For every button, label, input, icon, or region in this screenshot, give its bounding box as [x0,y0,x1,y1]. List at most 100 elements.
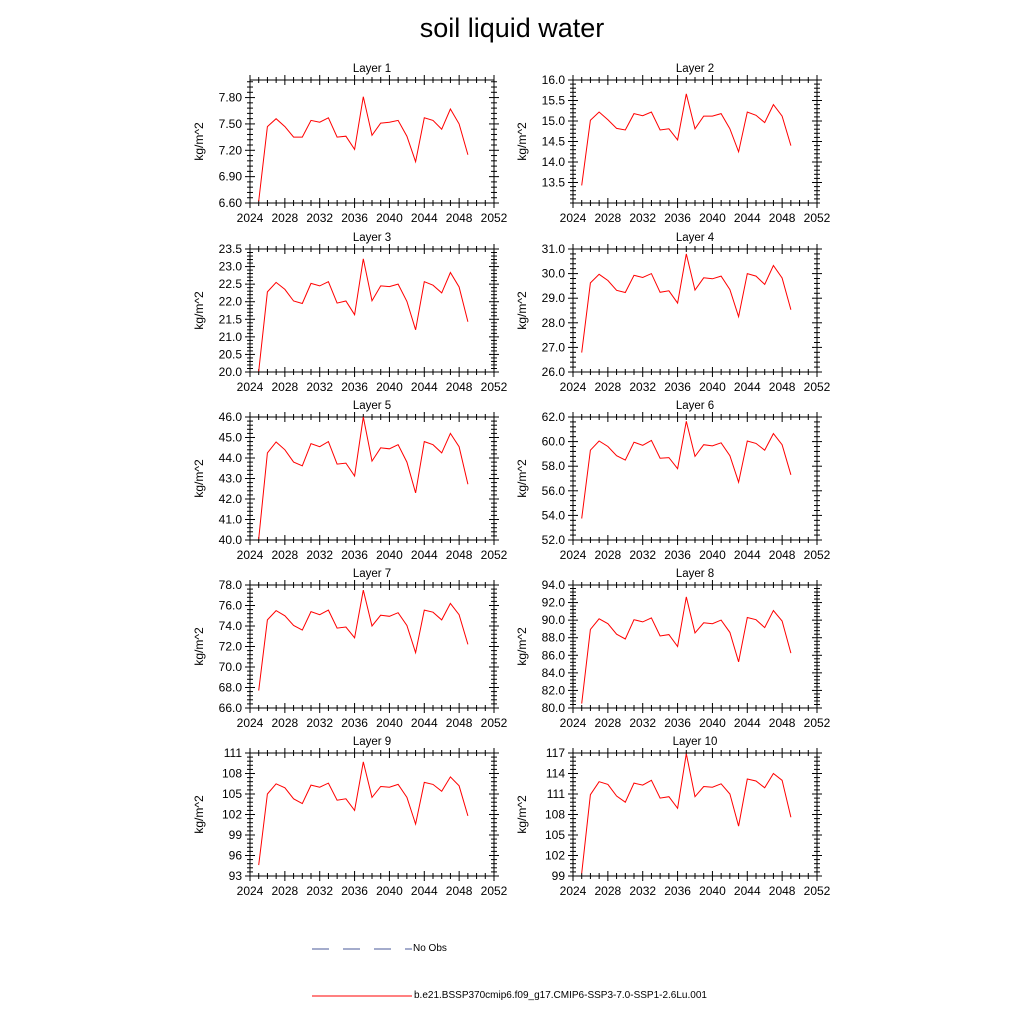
x-tick-label: 2028 [272,211,299,225]
y-tick-label: 70.0 [219,660,243,674]
x-tick-label: 2052 [804,884,831,898]
y-tick-label: 108 [545,808,565,822]
y-tick-label: 23.5 [219,242,243,256]
x-tick-label: 2040 [376,548,403,562]
x-tick-label: 2032 [306,211,333,225]
y-axis-label: kg/m^2 [192,795,206,834]
x-tick-label: 2024 [560,884,587,898]
x-tick-label: 2048 [446,716,473,730]
series-line [258,258,469,372]
x-tick-label: 2028 [595,380,622,394]
x-tick-label: 2032 [629,548,656,562]
series-line [258,416,469,540]
y-tick-label: 13.5 [542,176,566,190]
x-tick-label: 2052 [481,211,508,225]
x-tick-label: 2036 [341,548,368,562]
y-tick-label: 66.0 [219,701,243,715]
y-tick-label: 22.0 [219,295,243,309]
series-line [258,96,469,202]
panel-layer-4: Layer 4 2024 2028 2032 2036 2040 2044 2048 2052 2… [515,232,831,394]
plot-frame [249,416,495,541]
y-tick-label: 15.5 [542,94,566,108]
x-tick-label: 2032 [306,380,333,394]
x-tick-label: 2048 [769,211,796,225]
y-tick-label: 117 [546,746,565,760]
x-tick-label: 2024 [237,716,264,730]
y-tick-label: 54.0 [542,508,566,522]
x-tick-label: 2044 [734,884,761,898]
y-tick-label: 20.0 [219,365,243,379]
y-tick-label: 114 [546,767,565,781]
x-tick-label: 2032 [629,211,656,225]
y-tick-label: 60.0 [542,435,566,449]
x-tick-label: 2044 [411,716,438,730]
y-tick-label: 31.0 [542,242,566,256]
x-tick-label: 2052 [481,716,508,730]
y-axis-label: kg/m^2 [192,459,206,498]
y-tick-label: 46.0 [219,410,243,424]
x-tick-label: 2044 [734,211,761,225]
y-tick-label: 7.50 [219,117,243,131]
x-tick-label: 2024 [560,716,587,730]
panel-title: Layer 9 [353,736,391,748]
x-tick-label: 2036 [341,716,368,730]
panel-layer-8: Layer 8 2024 2028 2032 2036 2040 2044 2048 2052 8… [515,568,831,730]
y-tick-label: 7.20 [219,143,243,157]
series-line [258,761,469,866]
x-tick-label: 2048 [446,884,473,898]
y-tick-label: 42.0 [219,492,243,506]
x-tick-label: 2036 [664,884,691,898]
x-tick-label: 2040 [376,884,403,898]
y-tick-label: 7.80 [219,91,243,105]
y-tick-label: 90.0 [542,613,566,627]
y-tick-label: 23.0 [219,260,243,274]
series-line [581,421,792,519]
panel-title: Layer 4 [676,232,715,244]
y-tick-label: 72.0 [219,640,243,654]
x-tick-label: 2040 [699,211,726,225]
y-tick-label: 58.0 [542,459,566,473]
x-tick-label: 2032 [306,884,333,898]
y-tick-label: 52.0 [542,533,566,547]
panel-layer-2: Layer 2 2024 2028 2032 2036 2040 2044 2048 2052 1… [515,63,831,225]
y-tick-label: 105 [545,828,565,842]
y-tick-label: 40.0 [219,533,243,547]
y-tick-label: 93 [229,869,243,883]
plot-frame [572,752,818,877]
y-tick-label: 43.0 [219,472,243,486]
x-tick-label: 2040 [699,716,726,730]
panel-title: Layer 6 [676,400,714,412]
y-tick-label: 26.0 [542,365,566,379]
x-tick-label: 2028 [272,548,299,562]
plot-frame [249,584,495,709]
x-tick-label: 2028 [595,716,622,730]
plot-frame [249,248,495,373]
y-tick-label: 92.0 [542,596,566,610]
legend-model-label: b.e21.BSSP370cmip6.f09_g17.CMIP6-SSP3-7.… [414,990,707,1001]
panel-layer-10: Layer 10 2024 2028 2032 2036 2040 2044 2048 2052… [515,736,831,898]
x-tick-label: 2044 [411,380,438,394]
x-tick-label: 2032 [629,380,656,394]
series-line [581,596,792,704]
y-tick-label: 111 [224,746,243,760]
y-axis-label: kg/m^2 [515,291,529,330]
x-tick-label: 2052 [804,211,831,225]
x-tick-label: 2040 [376,380,403,394]
plot-frame [572,248,818,373]
panel-title: Layer 10 [673,736,718,748]
y-tick-label: 6.60 [219,196,243,210]
plot-frame [249,752,495,877]
panel-layer-5: Layer 5 2024 2028 2032 2036 2040 2044 2048 2052 4… [192,400,508,562]
x-tick-label: 2044 [411,884,438,898]
plot-frame [249,79,495,204]
x-tick-label: 2052 [804,716,831,730]
x-tick-label: 2036 [341,211,368,225]
x-tick-label: 2028 [595,884,622,898]
x-tick-label: 2032 [629,884,656,898]
x-tick-label: 2028 [595,211,622,225]
y-tick-label: 102 [222,808,242,822]
x-tick-label: 2044 [734,716,761,730]
x-tick-label: 2032 [306,548,333,562]
x-tick-label: 2036 [664,380,691,394]
y-tick-label: 94.0 [542,578,566,592]
